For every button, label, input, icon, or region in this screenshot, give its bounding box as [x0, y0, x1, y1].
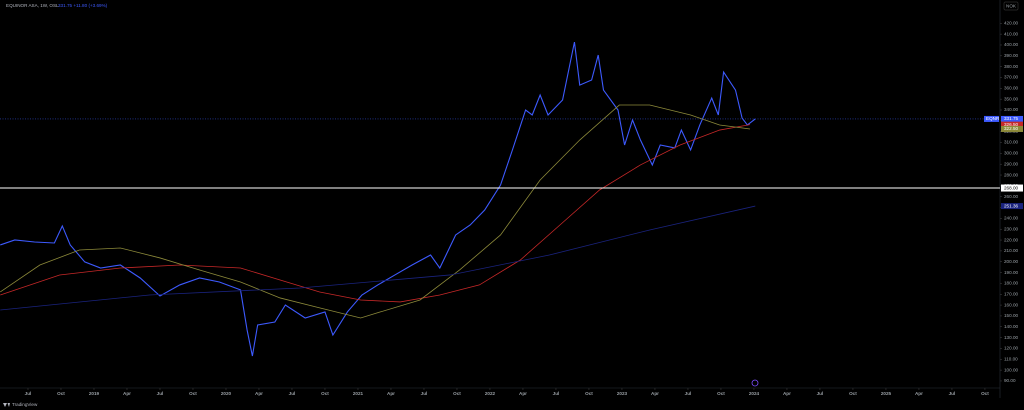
x-tick-label: Oct: [849, 391, 857, 396]
plot: [0, 41, 756, 357]
currency[interactable]: NOK: [1006, 3, 1017, 8]
x-tick-label: Jul: [421, 391, 428, 396]
brand: TradingView: [12, 402, 38, 407]
y-tick-label: 240.00: [1004, 216, 1018, 221]
series-line: [0, 124, 751, 303]
x-tick-label: 2025: [881, 391, 892, 396]
y-tick-label: 260.00: [1004, 194, 1018, 199]
x-tick-label: Apr: [519, 391, 527, 396]
quote: 331.75 +11.80 (+3.69%): [58, 3, 108, 8]
x-tick-label: Oct: [717, 391, 725, 396]
last-value-box: [1001, 121, 1023, 128]
last-value-box: [1001, 125, 1023, 132]
y-tick-label: 170.00: [1004, 291, 1018, 296]
y-tick-label: 310.00: [1004, 140, 1018, 145]
series-line: [0, 205, 756, 311]
x-tick-label: Jul: [553, 391, 560, 396]
symbol-box: [984, 115, 999, 122]
y-tick-label: 180.00: [1004, 281, 1018, 286]
x-tick-label: Apr: [915, 391, 923, 396]
x-tick-label: Jul: [289, 391, 296, 396]
y-tick-label: 360.00: [1004, 86, 1018, 91]
y-tick-label: 340.00: [1004, 107, 1018, 112]
x-tick-label: Jul: [25, 391, 32, 396]
x-tick-label: 2022: [485, 391, 496, 396]
y-tick-label: 100.00: [1004, 367, 1018, 372]
symbol-title: EQUINOR ASA, 1W, OSL: [6, 3, 59, 8]
hline-label: 268.00: [1004, 185, 1018, 190]
x-tick-label: Oct: [453, 391, 461, 396]
x-tick-label: 2019: [89, 391, 100, 396]
y-tick-label: 120.00: [1004, 346, 1018, 351]
y-tick-label: 230.00: [1004, 226, 1018, 231]
y-tick-label: 370.00: [1004, 75, 1018, 80]
y-tick-label: 110.00: [1004, 356, 1018, 361]
y-tick-label: 130.00: [1004, 335, 1018, 340]
logo-icon: [3, 403, 10, 407]
last-value-box: [1001, 203, 1023, 210]
x-tick-label: Jul: [949, 391, 956, 396]
x-tick-label: 2024: [749, 391, 760, 396]
currency-box[interactable]: [1003, 1, 1019, 11]
y-tick-label: 290.00: [1004, 161, 1018, 166]
x-tick-label: 2021: [353, 391, 364, 396]
y-tick-label: 90.00: [1004, 378, 1016, 383]
x-tick-label: Jul: [817, 391, 824, 396]
last-value-box: [1001, 115, 1023, 122]
x-tick-label: Oct: [321, 391, 329, 396]
y-tick-label: 380.00: [1004, 64, 1018, 69]
y-tick-label: 350.00: [1004, 96, 1018, 101]
y-tick-label: 160.00: [1004, 302, 1018, 307]
events-icon[interactable]: [751, 379, 759, 387]
y-tick-label: 200.00: [1004, 259, 1018, 264]
y-tick-label: 420.00: [1004, 21, 1018, 26]
y-tick-label: 150.00: [1004, 313, 1018, 318]
x-tick-label: Apr: [255, 391, 263, 396]
last-value-label: 251.36: [1004, 203, 1018, 208]
hline-label-box: [1001, 184, 1023, 192]
last-value-label: 331.75: [1004, 116, 1018, 121]
x-tick-label: Apr: [783, 391, 791, 396]
y-tick-label: 300.00: [1004, 151, 1018, 156]
x-tick-label: Apr: [651, 391, 659, 396]
y-tick-label: 190.00: [1004, 270, 1018, 275]
last-value-label: 322.50: [1004, 126, 1018, 131]
y-tick-label: 210.00: [1004, 248, 1018, 253]
series-line: [0, 104, 751, 319]
x-tick-label: Oct: [585, 391, 593, 396]
x-tick-label: Oct: [57, 391, 65, 396]
x-tick-label: 2023: [617, 391, 628, 396]
x-tick-label: Apr: [123, 391, 131, 396]
symbol-label: EQNR: [986, 116, 1000, 121]
x-tick-label: Oct: [981, 391, 989, 396]
y-tick-label: 140.00: [1004, 324, 1018, 329]
y-tick-label: 410.00: [1004, 31, 1018, 36]
y-tick-label: 390.00: [1004, 53, 1018, 58]
y-tick-label: 280.00: [1004, 172, 1018, 177]
x-tick-label: 2020: [221, 391, 232, 396]
x-tick-label: Apr: [387, 391, 395, 396]
x-tick-label: Oct: [189, 391, 197, 396]
x-tick-label: Jul: [157, 391, 164, 396]
y-tick-label: 220.00: [1004, 237, 1018, 242]
y-tick-label: 400.00: [1004, 42, 1018, 47]
x-tick-label: Jul: [685, 391, 692, 396]
last-value-label: 326.50: [1004, 122, 1018, 127]
